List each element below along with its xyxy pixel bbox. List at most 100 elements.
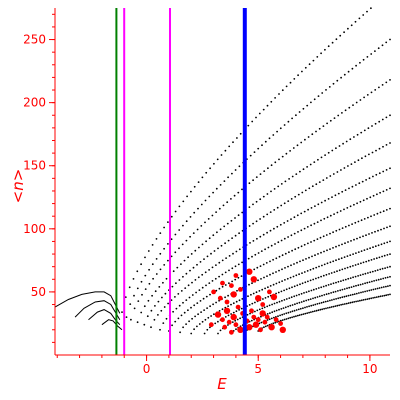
- data-point: [188, 296, 191, 299]
- data-point: [274, 321, 277, 324]
- data-point: [147, 299, 150, 302]
- data-point: [193, 185, 196, 188]
- data-point: [354, 20, 357, 23]
- data-point: [241, 188, 243, 191]
- data-point: [259, 218, 261, 220]
- data-point: [355, 284, 357, 287]
- data-point: [208, 269, 211, 271]
- data-point: [344, 189, 347, 192]
- data-point: [377, 295, 380, 298]
- data-point: [389, 38, 391, 41]
- highlighted-point: [273, 317, 279, 323]
- data-point: [213, 162, 215, 165]
- data-point: [185, 272, 188, 275]
- data-point: [248, 182, 251, 185]
- highlighted-point: [222, 324, 228, 330]
- data-point: [215, 211, 218, 214]
- data-point: [196, 325, 198, 328]
- data-point: [355, 292, 358, 295]
- data-point: [385, 169, 388, 171]
- data-point: [363, 218, 366, 220]
- data-point: [207, 218, 210, 220]
- data-point: [385, 81, 388, 84]
- data-point: [303, 292, 305, 294]
- data-point: [275, 271, 277, 273]
- data-point: [186, 195, 189, 198]
- data-point: [381, 84, 384, 86]
- data-point: [305, 291, 308, 293]
- data-point: [289, 150, 291, 152]
- data-point: [185, 299, 188, 301]
- data-point: [382, 190, 385, 193]
- data-point: [146, 315, 149, 318]
- data-point: [272, 134, 275, 136]
- data-point: [174, 251, 177, 254]
- data-point: [174, 296, 176, 298]
- data-point: [360, 131, 363, 134]
- data-point: [227, 314, 230, 317]
- data-point: [266, 319, 269, 321]
- data-point: [280, 204, 283, 207]
- highlighted-point: [226, 319, 232, 325]
- data-point: [359, 99, 362, 101]
- data-point: [177, 317, 180, 320]
- data-point: [356, 237, 358, 240]
- data-point: [251, 302, 254, 305]
- data-point: [362, 273, 364, 276]
- data-point: [374, 296, 376, 299]
- data-point: [211, 214, 214, 217]
- data-point: [261, 307, 264, 310]
- x-axis-title: E: [217, 375, 227, 393]
- data-point: [221, 273, 224, 276]
- data-point: [291, 117, 293, 120]
- data-point: [189, 269, 191, 272]
- data-point: [297, 308, 300, 311]
- data-point: [358, 182, 361, 185]
- data-point: [225, 257, 228, 259]
- data-point: [287, 200, 290, 203]
- data-point: [389, 240, 391, 243]
- data-point: [140, 263, 143, 266]
- data-point: [308, 311, 310, 314]
- data-point: [355, 64, 357, 67]
- data-point: [369, 247, 371, 250]
- data-point: [184, 287, 187, 289]
- data-point: [334, 305, 337, 307]
- data-point: [361, 157, 363, 160]
- data-point: [336, 270, 338, 273]
- data-point: [284, 267, 286, 269]
- highlighted-point: [211, 289, 217, 295]
- data-point: [349, 294, 352, 296]
- data-point: [274, 243, 276, 245]
- data-point: [325, 273, 328, 276]
- data-point: [224, 316, 227, 318]
- data-point: [315, 277, 317, 280]
- data-point: [272, 322, 275, 325]
- data-point: [272, 272, 274, 275]
- data-point: [182, 326, 185, 329]
- data-point: [284, 252, 287, 255]
- data-point: [201, 286, 204, 289]
- data-point: [389, 187, 391, 190]
- data-point: [276, 301, 278, 304]
- data-point: [255, 220, 258, 223]
- data-point: [254, 310, 256, 313]
- data-point: [194, 249, 197, 252]
- data-point: [283, 237, 286, 240]
- data-point: [367, 272, 369, 274]
- data-point: [199, 300, 202, 302]
- data-point: [231, 172, 233, 175]
- data-point: [203, 309, 206, 311]
- data-point: [182, 301, 184, 304]
- level-curves: [121, 7, 391, 335]
- data-point: [362, 291, 364, 293]
- data-point: [296, 302, 298, 305]
- data-point: [209, 293, 211, 296]
- data-point: [378, 86, 380, 89]
- data-point: [212, 191, 215, 194]
- data-point: [234, 217, 236, 219]
- data-point: [331, 41, 334, 44]
- data-point: [288, 251, 290, 254]
- data-point: [353, 136, 355, 138]
- data-point: [351, 185, 354, 188]
